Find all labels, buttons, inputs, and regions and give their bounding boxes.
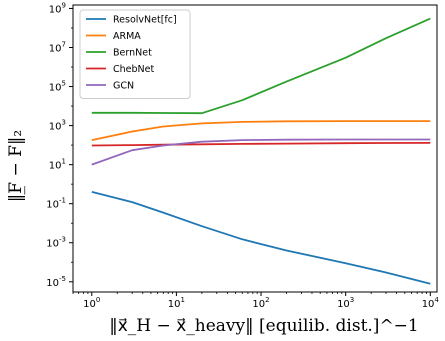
series-line-bernnet (91, 17, 431, 115)
legend-label: ARMA (113, 31, 141, 42)
x-tick-label: 103 (337, 296, 354, 310)
legend-label: GCN (113, 81, 134, 92)
y-tick-label: 109 (49, 1, 66, 15)
x-tick-label: 101 (168, 296, 185, 310)
legend-box (79, 9, 191, 99)
y-tick-label: 105 (49, 80, 66, 94)
y-tick-label: 101 (49, 158, 66, 172)
legend-label: ResolvNet[fc] (113, 15, 177, 26)
legend-label: BernNet (113, 48, 152, 59)
y-tick-label: 107 (49, 40, 66, 54)
x-tick-label: 102 (252, 296, 269, 310)
y-tick-label: 10-5 (46, 275, 66, 289)
y-tick-label: 103 (49, 119, 66, 133)
ticks-layer: 100 101 102 103 104 10-5 10-3 10-1 101 103 105 107 1… (46, 1, 439, 310)
series-line-arma (91, 120, 431, 141)
series-line-gcn (91, 138, 431, 166)
legend: ResolvNet[fc] ARMA BernNet ChebNet GCN (79, 9, 191, 99)
y-tick-label: 10-1 (46, 197, 66, 211)
series-line-resolvnet-fc (91, 191, 431, 285)
y-axis-title: ‖F̲ − F‖₂ (6, 130, 26, 202)
x-tick-label: 104 (422, 296, 440, 310)
y-tick-label: 10-3 (46, 236, 66, 250)
series-layer (91, 17, 431, 285)
x-tick-label: 100 (83, 296, 100, 310)
x-axis-title: ‖x⃗_H − x⃗_heavy‖ [equilib. dist.]^−1 (109, 316, 419, 336)
plot-frame (72, 4, 438, 293)
series-line-chebnet (91, 141, 431, 147)
legend-label: ChebNet (113, 64, 154, 75)
